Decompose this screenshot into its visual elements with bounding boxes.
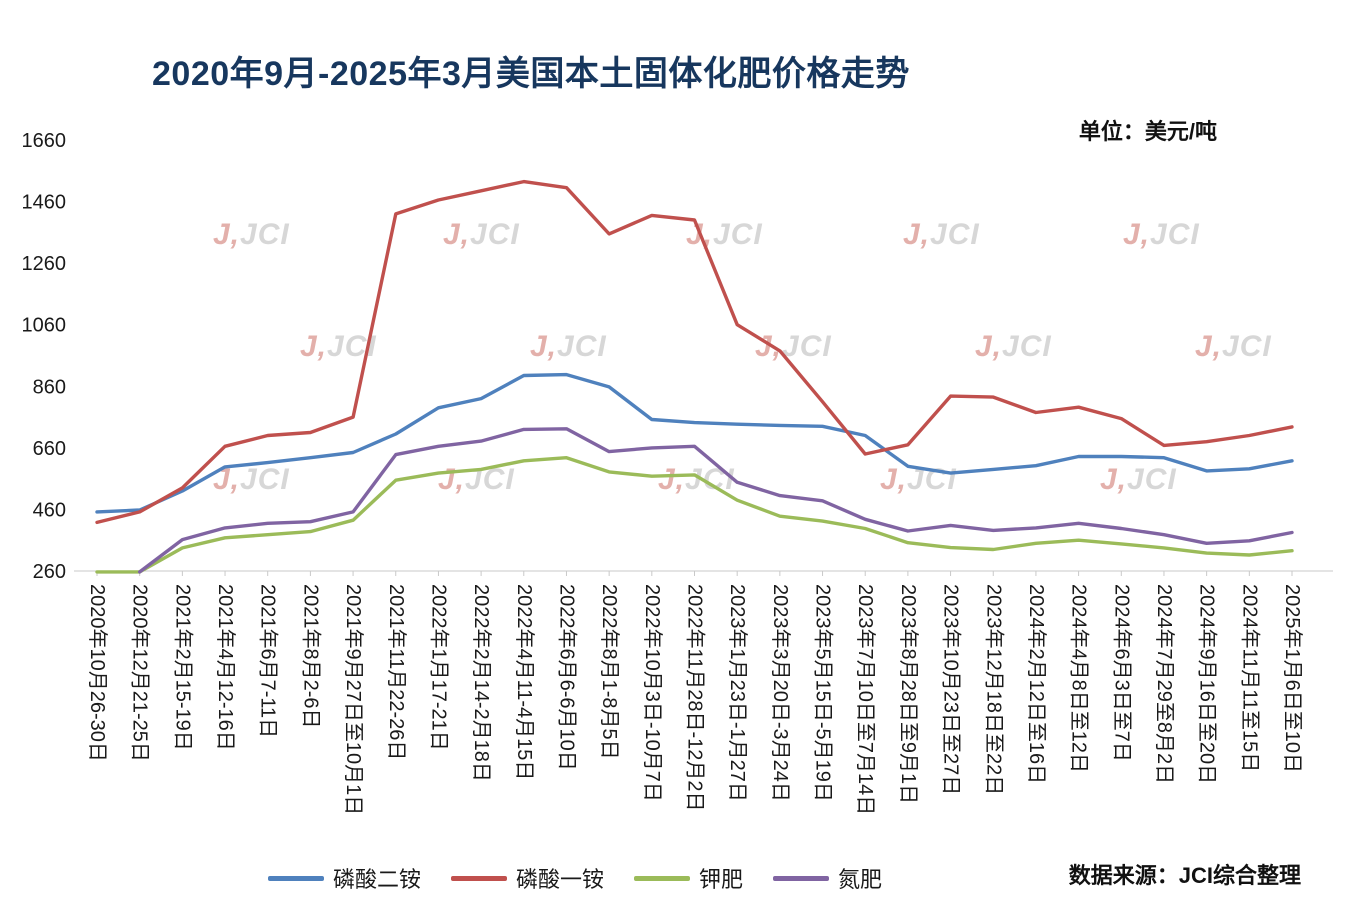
legend-swatch-potash: [634, 875, 691, 881]
jci-watermark: J,JCI: [658, 463, 735, 496]
y-tick-label: 1260: [22, 253, 67, 275]
y-tick-label: 1060: [22, 315, 67, 337]
x-tick-label: 2023年7月10日至7月14日: [854, 584, 877, 815]
series-line-钾肥: [95, 456, 1294, 574]
legend-label-nitrogen: 氮肥: [838, 867, 883, 892]
x-tick-label: 2023年10月23日至27日: [940, 584, 963, 795]
x-tick-label: 2024年9月16日至20日: [1196, 584, 1219, 784]
legend-item-potash: 钾肥: [634, 862, 743, 894]
x-tick-label: 2021年9月27日至10月1日: [342, 584, 365, 815]
legend-swatch-dap: [268, 875, 324, 881]
chart-title: 2020年9月-2025年3月美国本土固体化肥价格走势: [152, 55, 910, 93]
x-tick-label: 2020年12月21-25日: [129, 584, 152, 762]
y-tick-label: 660: [33, 438, 66, 460]
x-tick-label: 2024年11月11至15日: [1238, 584, 1261, 772]
legend-label-potash: 钾肥: [699, 867, 744, 892]
x-tick-label: 2023年12月18日至22日: [982, 584, 1005, 795]
jci-watermark: J,JCI: [1100, 463, 1177, 496]
y-tick-label: 1660: [22, 130, 67, 152]
jci-watermark: J,JCI: [530, 330, 607, 363]
x-tick-label: 2022年6月6-6月10日: [555, 584, 578, 771]
x-tick-label: 2020年10月26-30日: [86, 584, 109, 762]
jci-watermark: J,JCI: [443, 218, 520, 251]
series-line-磷酸一铵: [95, 179, 1294, 525]
legend-item-nitrogen: 氮肥: [773, 862, 882, 894]
x-tick-label: 2021年2月15-19日: [171, 584, 194, 751]
x-tick-label: 2024年2月12日至16日: [1025, 584, 1048, 784]
x-tick-label: 2023年8月28日至9月1日: [897, 584, 920, 804]
x-tick-label: 2022年2月14-2月18日: [470, 584, 493, 782]
x-tick-label: 2022年11月28日-12月2日: [684, 584, 707, 812]
jci-watermark: J,JCI: [975, 330, 1052, 363]
legend-item-dap: 磷酸二铵: [268, 862, 421, 894]
jci-watermark: J,JCI: [213, 218, 290, 251]
series-line-磷酸二铵: [95, 372, 1294, 514]
x-tick-label: 2024年4月8日至12日: [1068, 584, 1091, 773]
x-tick-label: 2022年1月17-21日: [427, 584, 450, 751]
data-source-label: 数据来源：JCI综合整理: [1068, 863, 1301, 888]
legend-label-map: 磷酸一铵: [516, 867, 605, 892]
legend-item-map: 磷酸一铵: [451, 862, 604, 894]
y-tick-label: 260: [33, 561, 66, 583]
x-tick-label: 2021年8月2-6日: [299, 584, 322, 729]
jci-watermark: J,JCI: [1123, 218, 1200, 251]
y-tick-label: 860: [33, 376, 66, 398]
x-tick-label: 2021年6月7-11日: [257, 584, 280, 738]
x-tick-label: 2021年4月12-16日: [214, 584, 237, 751]
y-tick-label: 1460: [22, 192, 67, 214]
legend-swatch-map: [451, 875, 508, 881]
legend: 磷酸二铵 磷酸一铵 钾肥 氮肥: [268, 862, 882, 894]
x-tick-label: 2023年3月20日-3月24日: [769, 584, 792, 802]
x-tick-label: 2022年8月1-8月5日: [598, 584, 621, 760]
x-tick-label: 2022年10月3日-10月7日: [641, 584, 664, 802]
legend-swatch-nitrogen: [773, 875, 830, 881]
x-tick-label: 2023年5月15日-5月19日: [812, 584, 835, 802]
unit-label: 单位：美元/吨: [1078, 119, 1217, 144]
jci-watermark: J,JCI: [1195, 330, 1272, 363]
x-tick-label: 2023年1月23日-1月27日: [726, 584, 749, 802]
x-tick-label: 2024年7月29至8月2日: [1153, 584, 1176, 784]
x-tick-label: 2025年1月6日至10日: [1281, 584, 1304, 773]
x-tick-label: 2024年6月3日至7日: [1110, 584, 1133, 762]
jci-watermark: J,JCI: [903, 218, 980, 251]
x-tick-label: 2021年11月22-26日: [385, 584, 408, 760]
legend-label-dap: 磷酸二铵: [333, 867, 422, 892]
series-line-氮肥: [138, 427, 1294, 574]
x-tick-label: 2022年4月11-4月15日: [513, 584, 536, 780]
jci-watermark: J,JCI: [755, 330, 832, 363]
y-tick-label: 460: [33, 499, 66, 521]
